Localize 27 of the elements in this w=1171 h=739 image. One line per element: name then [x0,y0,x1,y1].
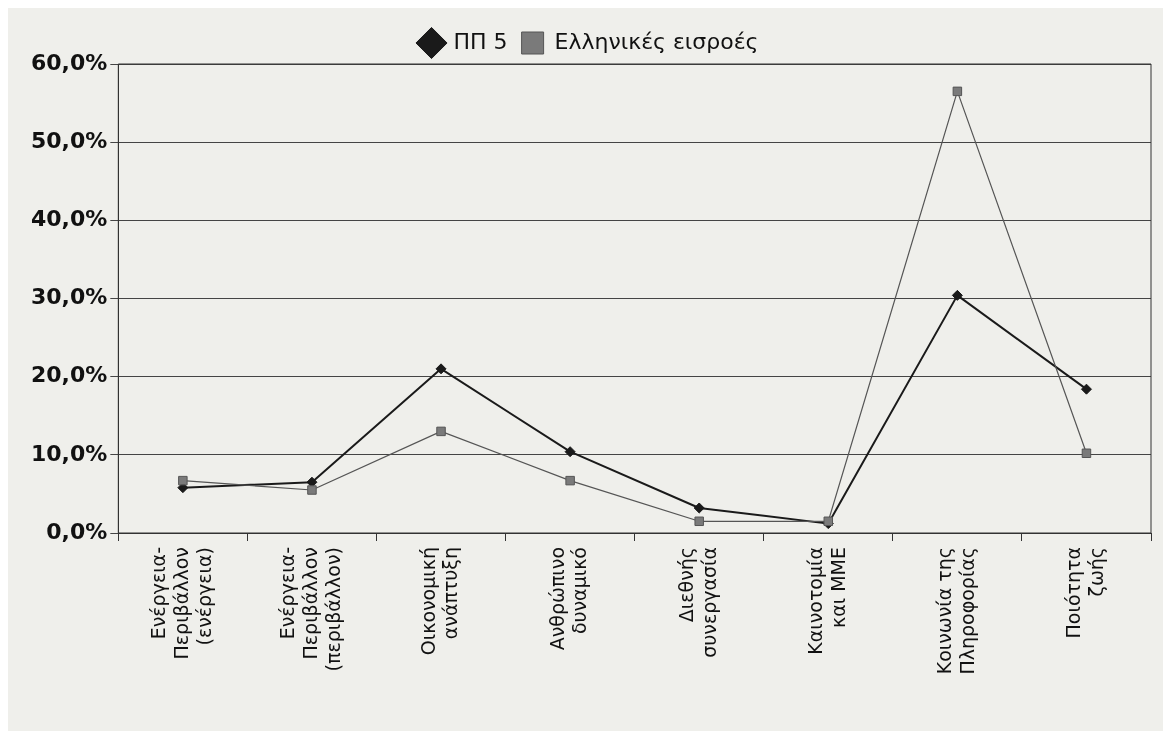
point [564,446,576,458]
y-tick-label: 40,0% [31,206,108,232]
y-tick-label: 30,0% [31,284,108,310]
legend-label: Ελληνικές εισροές [554,28,759,54]
point [435,363,447,375]
y-tick-label: 0,0% [46,518,108,544]
x-tick-label: Ενέργεια- Περιβάλλον (ενέργεια) [147,547,215,660]
y-tick-label: 50,0% [31,127,108,153]
point [1081,448,1092,459]
legend-label: ΠΠ 5 [453,28,508,54]
x-tick-label: Ποιότητα ζωής [1062,547,1107,639]
point [952,86,963,97]
point [178,475,188,486]
y-tick-label: 20,0% [31,362,108,388]
point [694,516,704,527]
point [307,485,317,495]
point [951,289,963,301]
y-tick-label: 10,0% [31,440,108,466]
x-tick-label: Καινοτομία και ΜΜΕ [803,547,849,655]
point [693,502,705,514]
y-tick-label: 60,0% [31,49,108,75]
x-tick-label: Ανθρώπινο δυναμικό [545,547,591,651]
point [1080,383,1092,395]
point [565,475,575,486]
x-tick-label: Οικονομική ανάπτυξη [416,547,462,656]
x-tick-label: Ενέργεια- Περιβάλλον (περιβάλλον) [276,547,344,672]
point [436,426,446,437]
